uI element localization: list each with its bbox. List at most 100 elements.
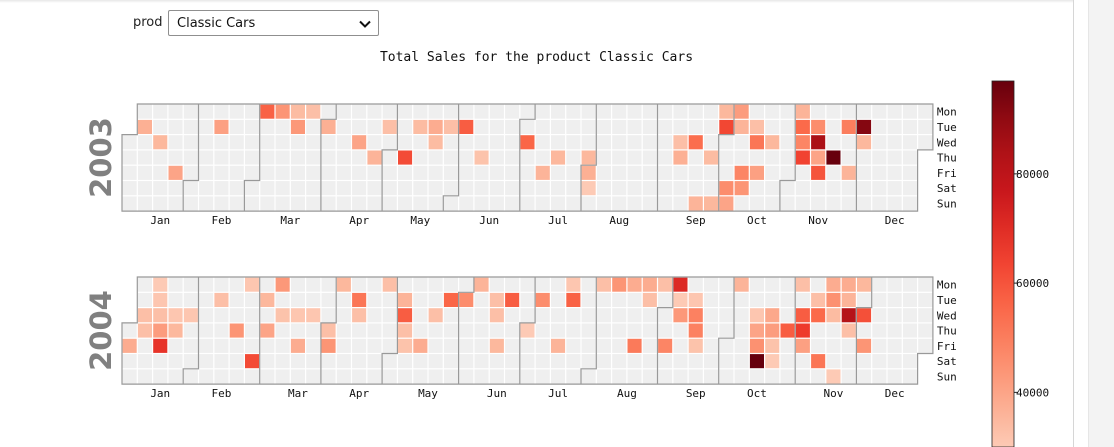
day-cell: [734, 196, 749, 211]
day-cell: [704, 165, 719, 180]
day-cell: [520, 119, 535, 134]
day-cell: [336, 165, 351, 180]
day-cell: [290, 323, 305, 338]
day-cell: [168, 119, 183, 134]
month-border: [320, 277, 337, 385]
day-cell: [902, 165, 917, 180]
day-cell: [290, 135, 305, 150]
page-scrollbar[interactable]: [1088, 0, 1114, 447]
day-cell: [642, 150, 657, 165]
day-cell: [918, 135, 933, 150]
day-cell: [398, 119, 413, 134]
day-cell: [443, 150, 458, 165]
day-cell: [719, 165, 734, 180]
day-cell: [581, 354, 596, 369]
sales-cell: [153, 338, 168, 353]
day-cell: [719, 308, 734, 323]
day-cell: [841, 369, 856, 384]
day-cell: [413, 165, 428, 180]
day-cell: [658, 196, 673, 211]
day-cell: [199, 369, 214, 384]
sales-cell: [382, 119, 397, 134]
day-cell: [306, 292, 321, 307]
sales-cell: [826, 150, 841, 165]
day-cell: [382, 150, 397, 165]
day-cell: [551, 308, 566, 323]
sales-cell: [734, 104, 749, 119]
day-cell: [749, 104, 764, 119]
day-cell: [902, 308, 917, 323]
day-cell: [229, 338, 244, 353]
day-cell: [627, 196, 642, 211]
day-cell: [489, 150, 504, 165]
day-cell: [642, 181, 657, 196]
sales-cell: [795, 135, 810, 150]
day-cell: [658, 135, 673, 150]
day-cell: [551, 196, 566, 211]
sales-cell: [749, 135, 764, 150]
product-dropdown[interactable]: Classic Cars: [168, 10, 379, 36]
day-cell: [673, 338, 688, 353]
day-cell: [474, 119, 489, 134]
sales-cell: [734, 277, 749, 292]
day-cell: [704, 369, 719, 384]
day-cell: [918, 338, 933, 353]
sales-cell: [596, 277, 611, 292]
month-label: Dec: [885, 214, 905, 227]
day-cell: [122, 181, 137, 196]
day-cell: [749, 277, 764, 292]
day-cell: [765, 104, 780, 119]
sales-cell: [642, 277, 657, 292]
day-cell: [902, 369, 917, 384]
day-cell: [137, 150, 152, 165]
day-cell: [321, 196, 336, 211]
weekday-label: Mon: [937, 106, 957, 119]
sales-cell: [811, 119, 826, 134]
sales-cell: [137, 119, 152, 134]
day-cell: [245, 338, 260, 353]
sales-cell: [245, 354, 260, 369]
sales-cell: [275, 277, 290, 292]
day-cell: [352, 150, 367, 165]
day-cell: [275, 119, 290, 134]
sales-cell: [153, 323, 168, 338]
day-cell: [795, 196, 810, 211]
day-cell: [642, 369, 657, 384]
sales-cell: [719, 181, 734, 196]
day-cell: [382, 165, 397, 180]
weekday-label: Wed: [937, 136, 957, 149]
sales-cell: [826, 308, 841, 323]
day-cell: [612, 104, 627, 119]
day-cell: [612, 354, 627, 369]
day-cell: [245, 135, 260, 150]
sales-cell: [765, 323, 780, 338]
sales-cell: [612, 277, 627, 292]
day-cell: [199, 196, 214, 211]
day-cell: [413, 135, 428, 150]
day-cell: [704, 308, 719, 323]
day-cell: [336, 308, 351, 323]
day-cell: [841, 338, 856, 353]
day-cell: [749, 196, 764, 211]
day-cell: [505, 150, 520, 165]
day-cell: [566, 165, 581, 180]
day-cell: [596, 150, 611, 165]
day-cell: [566, 135, 581, 150]
weekday-label: Thu: [937, 152, 957, 165]
day-cell: [367, 369, 382, 384]
day-cell: [245, 308, 260, 323]
weekday-label: Sat: [937, 355, 957, 368]
day-cell: [183, 196, 198, 211]
day-cell: [918, 323, 933, 338]
day-cell: [887, 150, 902, 165]
day-cell: [520, 292, 535, 307]
day-cell: [734, 338, 749, 353]
day-cell: [459, 196, 474, 211]
sales-cell: [382, 277, 397, 292]
day-cell: [459, 308, 474, 323]
day-cell: [902, 150, 917, 165]
day-cell: [428, 369, 443, 384]
day-cell: [902, 277, 917, 292]
sales-cell: [719, 196, 734, 211]
day-cell: [887, 277, 902, 292]
